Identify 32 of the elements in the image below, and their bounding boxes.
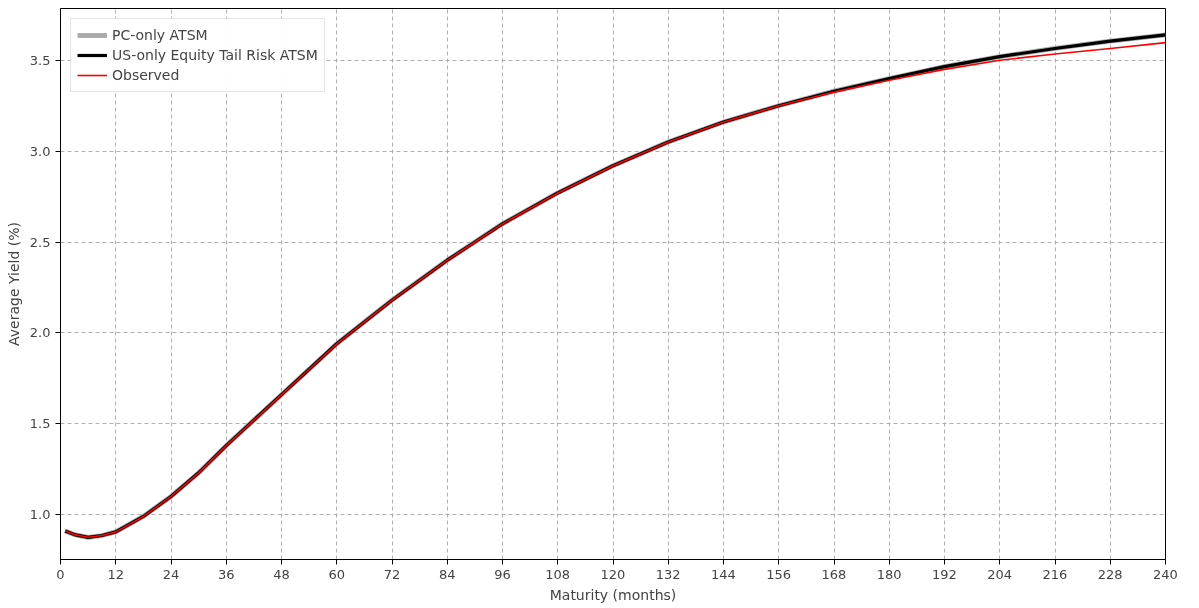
- y-tick-label: 3.0: [29, 143, 51, 159]
- x-tick-label: 168: [821, 566, 847, 582]
- x-tick-label: 36: [217, 566, 235, 582]
- x-tick-label: 216: [1042, 566, 1068, 582]
- x-tick-label: 60: [328, 566, 346, 582]
- x-tick-label: 108: [545, 566, 571, 582]
- x-tick-label: 156: [766, 566, 792, 582]
- x-tick-label: 24: [162, 566, 180, 582]
- x-tick-label: 132: [655, 566, 681, 582]
- y-tick-label: 1.5: [29, 416, 51, 432]
- legend-label: US-only Equity Tail Risk ATSM: [112, 47, 318, 63]
- x-axis-title: Maturity (months): [549, 586, 677, 603]
- y-tick-label: 1.0: [29, 507, 51, 523]
- x-tick-label: 240: [1153, 566, 1178, 582]
- x-tick-label: 96: [494, 566, 511, 582]
- x-tick-label: 180: [876, 566, 902, 582]
- legend-label: PC-only ATSM: [112, 27, 208, 43]
- x-tick-label: 12: [107, 566, 125, 582]
- x-tick-label: 120: [600, 566, 626, 582]
- y-tick-label: 2.5: [29, 234, 51, 250]
- x-tick-label: 72: [383, 566, 401, 582]
- y-axis-title: Average Yield (%): [5, 222, 22, 346]
- x-tick-label: 84: [438, 566, 456, 582]
- legend-label: Observed: [112, 67, 180, 83]
- x-tick-label: 228: [1097, 566, 1123, 582]
- y-tick-label: 3.5: [29, 52, 51, 68]
- x-tick-label: 144: [711, 566, 736, 582]
- x-tick-label: 204: [987, 566, 1013, 582]
- y-tick-label: 2.0: [29, 325, 51, 341]
- x-tick-label: 48: [273, 566, 290, 582]
- x-tick-label: 0: [56, 566, 65, 582]
- x-tick-label: 192: [932, 566, 957, 582]
